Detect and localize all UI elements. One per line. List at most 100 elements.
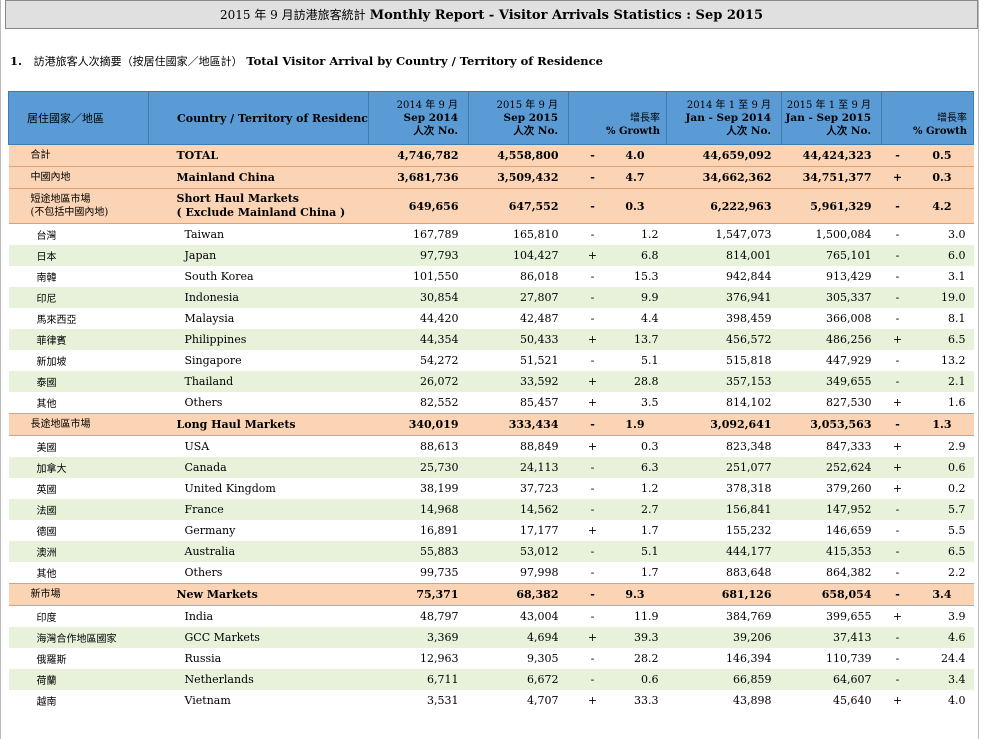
- cell-region-en: Thailand: [148, 371, 369, 392]
- summary-row: 長途地區市場 Long Haul Markets 340,019 333,434-1.…: [8, 413, 974, 436]
- cell-ytd-growth-pct: 4.2: [913, 188, 974, 224]
- cell-sep-2015: 104,427: [468, 245, 569, 266]
- cell-jan-sep-2015: 349,655: [781, 371, 882, 392]
- cell-ytd-growth-sign: -: [881, 287, 914, 308]
- cell-jan-sep-2015: 399,655: [826, 610, 872, 623]
- table-row: 其他 Others 82,552 85,457 +3.5 814,102 827,530 +1…: [9, 392, 974, 414]
- cell-growth-sign: -: [568, 541, 617, 562]
- cell-sep-2015: 17,177: [520, 524, 559, 537]
- header-region-en: Country / Territory of Residence: [148, 91, 369, 145]
- cell-ytd-growth-pct: 6.5: [913, 541, 974, 562]
- cell-ytd-growth-pct: 1.3: [913, 413, 974, 436]
- cell-region-en: Germany: [184, 524, 236, 537]
- cell-ytd-growth-pct: 0.3: [913, 166, 974, 189]
- cell-ytd-growth-sign: -: [895, 270, 900, 283]
- table-row: 印度 India 48,797 43,004 - 11.9 384,769 399,655 +3…: [9, 606, 974, 628]
- cell-sep-2014: 101,550: [413, 270, 459, 283]
- summary-row: 中國內地 Mainland China 3,681,736 3,509,432-4.7…: [8, 166, 974, 189]
- cell-ytd-growth-pct: 5.5: [948, 524, 966, 537]
- cell-region-en: Singapore: [184, 354, 242, 367]
- cell-region-en: United Kingdom: [184, 482, 276, 495]
- header-region-zh: 居住國家／地區: [8, 91, 149, 145]
- cell-sep-2014: 38,199: [420, 482, 459, 495]
- cell-jan-sep-2015: 110,739: [826, 652, 872, 665]
- summary-row: 短途地區市場 (不包括中國內地) Short Haul Markets( Exclu…: [8, 188, 974, 224]
- header-jan-sep-2014: 2014 年 1 至 9 月 Jan - Sep 2014 人次 No.: [666, 91, 782, 145]
- cell-region-zh: 美國: [36, 443, 57, 454]
- cell-growth-pct: 4.4: [641, 312, 659, 325]
- page-left-border: [0, 0, 1, 739]
- table-row: 越南 Vietnam 3,531 4,707 +33.3 43,898 45,640 +4.0: [9, 690, 974, 711]
- header-growth-month: 增長率% Growth: [568, 91, 667, 145]
- cell-region-en: New Markets: [148, 583, 369, 606]
- summary-row: 合計 TOTAL 4,746,782 4,558,800-4.0 44,659,092 4…: [8, 144, 974, 167]
- cell-jan-sep-2015: 146,659: [826, 524, 872, 537]
- cell-jan-sep-2014: 39,206: [666, 627, 782, 648]
- cell-ytd-growth-pct: 6.5: [913, 329, 974, 350]
- cell-jan-sep-2014: 34,662,362: [666, 166, 782, 189]
- cell-jan-sep-2014: 251,077: [666, 457, 782, 478]
- cell-jan-sep-2015: 913,429: [826, 270, 872, 283]
- table-row: 美國 USA 88,613 88,849 +0.3 823,348 847,333 +2.9: [9, 436, 974, 458]
- cell-jan-sep-2015: 827,530: [826, 396, 872, 409]
- table-row: 馬來西亞 Malaysia 44,420 42,487 - 4.4 398,459 366,0…: [9, 308, 974, 329]
- cell-jan-sep-2015: 447,929: [826, 354, 872, 367]
- cell-ytd-growth-pct: 4.6: [913, 627, 974, 648]
- cell-growth-sign: +: [587, 396, 598, 409]
- header-sep-2015: 2015 年 9 月 Sep 2015 人次 No.: [468, 91, 569, 145]
- cell-region-zh: 合計: [8, 144, 149, 167]
- cell-growth-pct: 33.3: [634, 694, 659, 707]
- cell-region-zh: 印度: [36, 613, 57, 624]
- cell-region-en: Indonesia: [148, 287, 369, 308]
- cell-ytd-growth-sign: -: [895, 354, 900, 367]
- cell-growth-sign: -: [568, 457, 617, 478]
- cell-growth-sign: -: [568, 166, 617, 189]
- cell-ytd-growth-pct: 3.0: [948, 228, 966, 241]
- section-title-zh: 訪港旅客人次摘要（按居住國家／地區計）: [33, 55, 243, 68]
- cell-sep-2014: 3,531: [427, 694, 459, 707]
- cell-sep-2015: 647,552: [468, 188, 569, 224]
- cell-sep-2014: 99,735: [420, 566, 459, 579]
- cell-jan-sep-2014: 444,177: [666, 541, 782, 562]
- cell-jan-sep-2014: 376,941: [666, 287, 782, 308]
- cell-sep-2015: 27,807: [468, 287, 569, 308]
- cell-jan-sep-2014: 6,222,963: [666, 188, 782, 224]
- table-row: 澳洲 Australia 55,883 53,012-5.1 444,177 415,35…: [8, 541, 974, 562]
- cell-growth-pct: 1.2: [641, 228, 659, 241]
- cell-sep-2014: 44,420: [420, 312, 459, 325]
- cell-region-zh: 泰國: [8, 371, 149, 392]
- cell-region-zh: 越南: [36, 697, 57, 708]
- cell-growth-sign: -: [590, 228, 595, 241]
- cell-region-zh: 澳洲: [8, 541, 149, 562]
- cell-growth-pct: 0.6: [616, 669, 667, 690]
- cell-jan-sep-2015: 305,337: [781, 287, 882, 308]
- cell-region-en: Short Haul Markets( Exclude Mainland Chi…: [148, 188, 369, 224]
- cell-sep-2015: 4,558,800: [468, 144, 569, 167]
- cell-growth-sign: -: [590, 354, 595, 367]
- cell-sep-2015: 333,434: [468, 413, 569, 436]
- cell-ytd-growth-sign: +: [892, 482, 903, 495]
- cell-ytd-growth-sign: -: [881, 413, 914, 436]
- cell-sep-2014: 14,968: [368, 499, 469, 520]
- header-sep-2014: 2014 年 9 月 Sep 2014 人次 No.: [368, 91, 469, 145]
- cell-jan-sep-2015: 864,382: [826, 566, 872, 579]
- cell-sep-2014: 340,019: [368, 413, 469, 436]
- cell-sep-2015: 88,849: [520, 440, 559, 453]
- cell-jan-sep-2015: 765,101: [781, 245, 882, 266]
- cell-region-zh: 印尼: [8, 287, 149, 308]
- cell-region-en: Russia: [184, 652, 222, 665]
- cell-region-zh: 菲律賓: [8, 329, 149, 350]
- cell-sep-2014: 6,711: [368, 669, 469, 690]
- cell-growth-sign: -: [568, 413, 617, 436]
- cell-ytd-growth-pct: 2.2: [948, 566, 966, 579]
- cell-region-zh: 長途地區市場: [8, 413, 149, 436]
- cell-sep-2014: 44,354: [368, 329, 469, 350]
- cell-region-en: Others: [184, 566, 223, 579]
- cell-growth-pct: 5.1: [641, 354, 659, 367]
- cell-sep-2015: 33,592: [468, 371, 569, 392]
- cell-growth-sign: -: [568, 499, 617, 520]
- cell-ytd-growth-sign: -: [895, 228, 900, 241]
- cell-region-zh: 馬來西亞: [36, 315, 77, 326]
- cell-region-zh: 新市場: [8, 583, 149, 606]
- cell-growth-sign: +: [587, 440, 598, 453]
